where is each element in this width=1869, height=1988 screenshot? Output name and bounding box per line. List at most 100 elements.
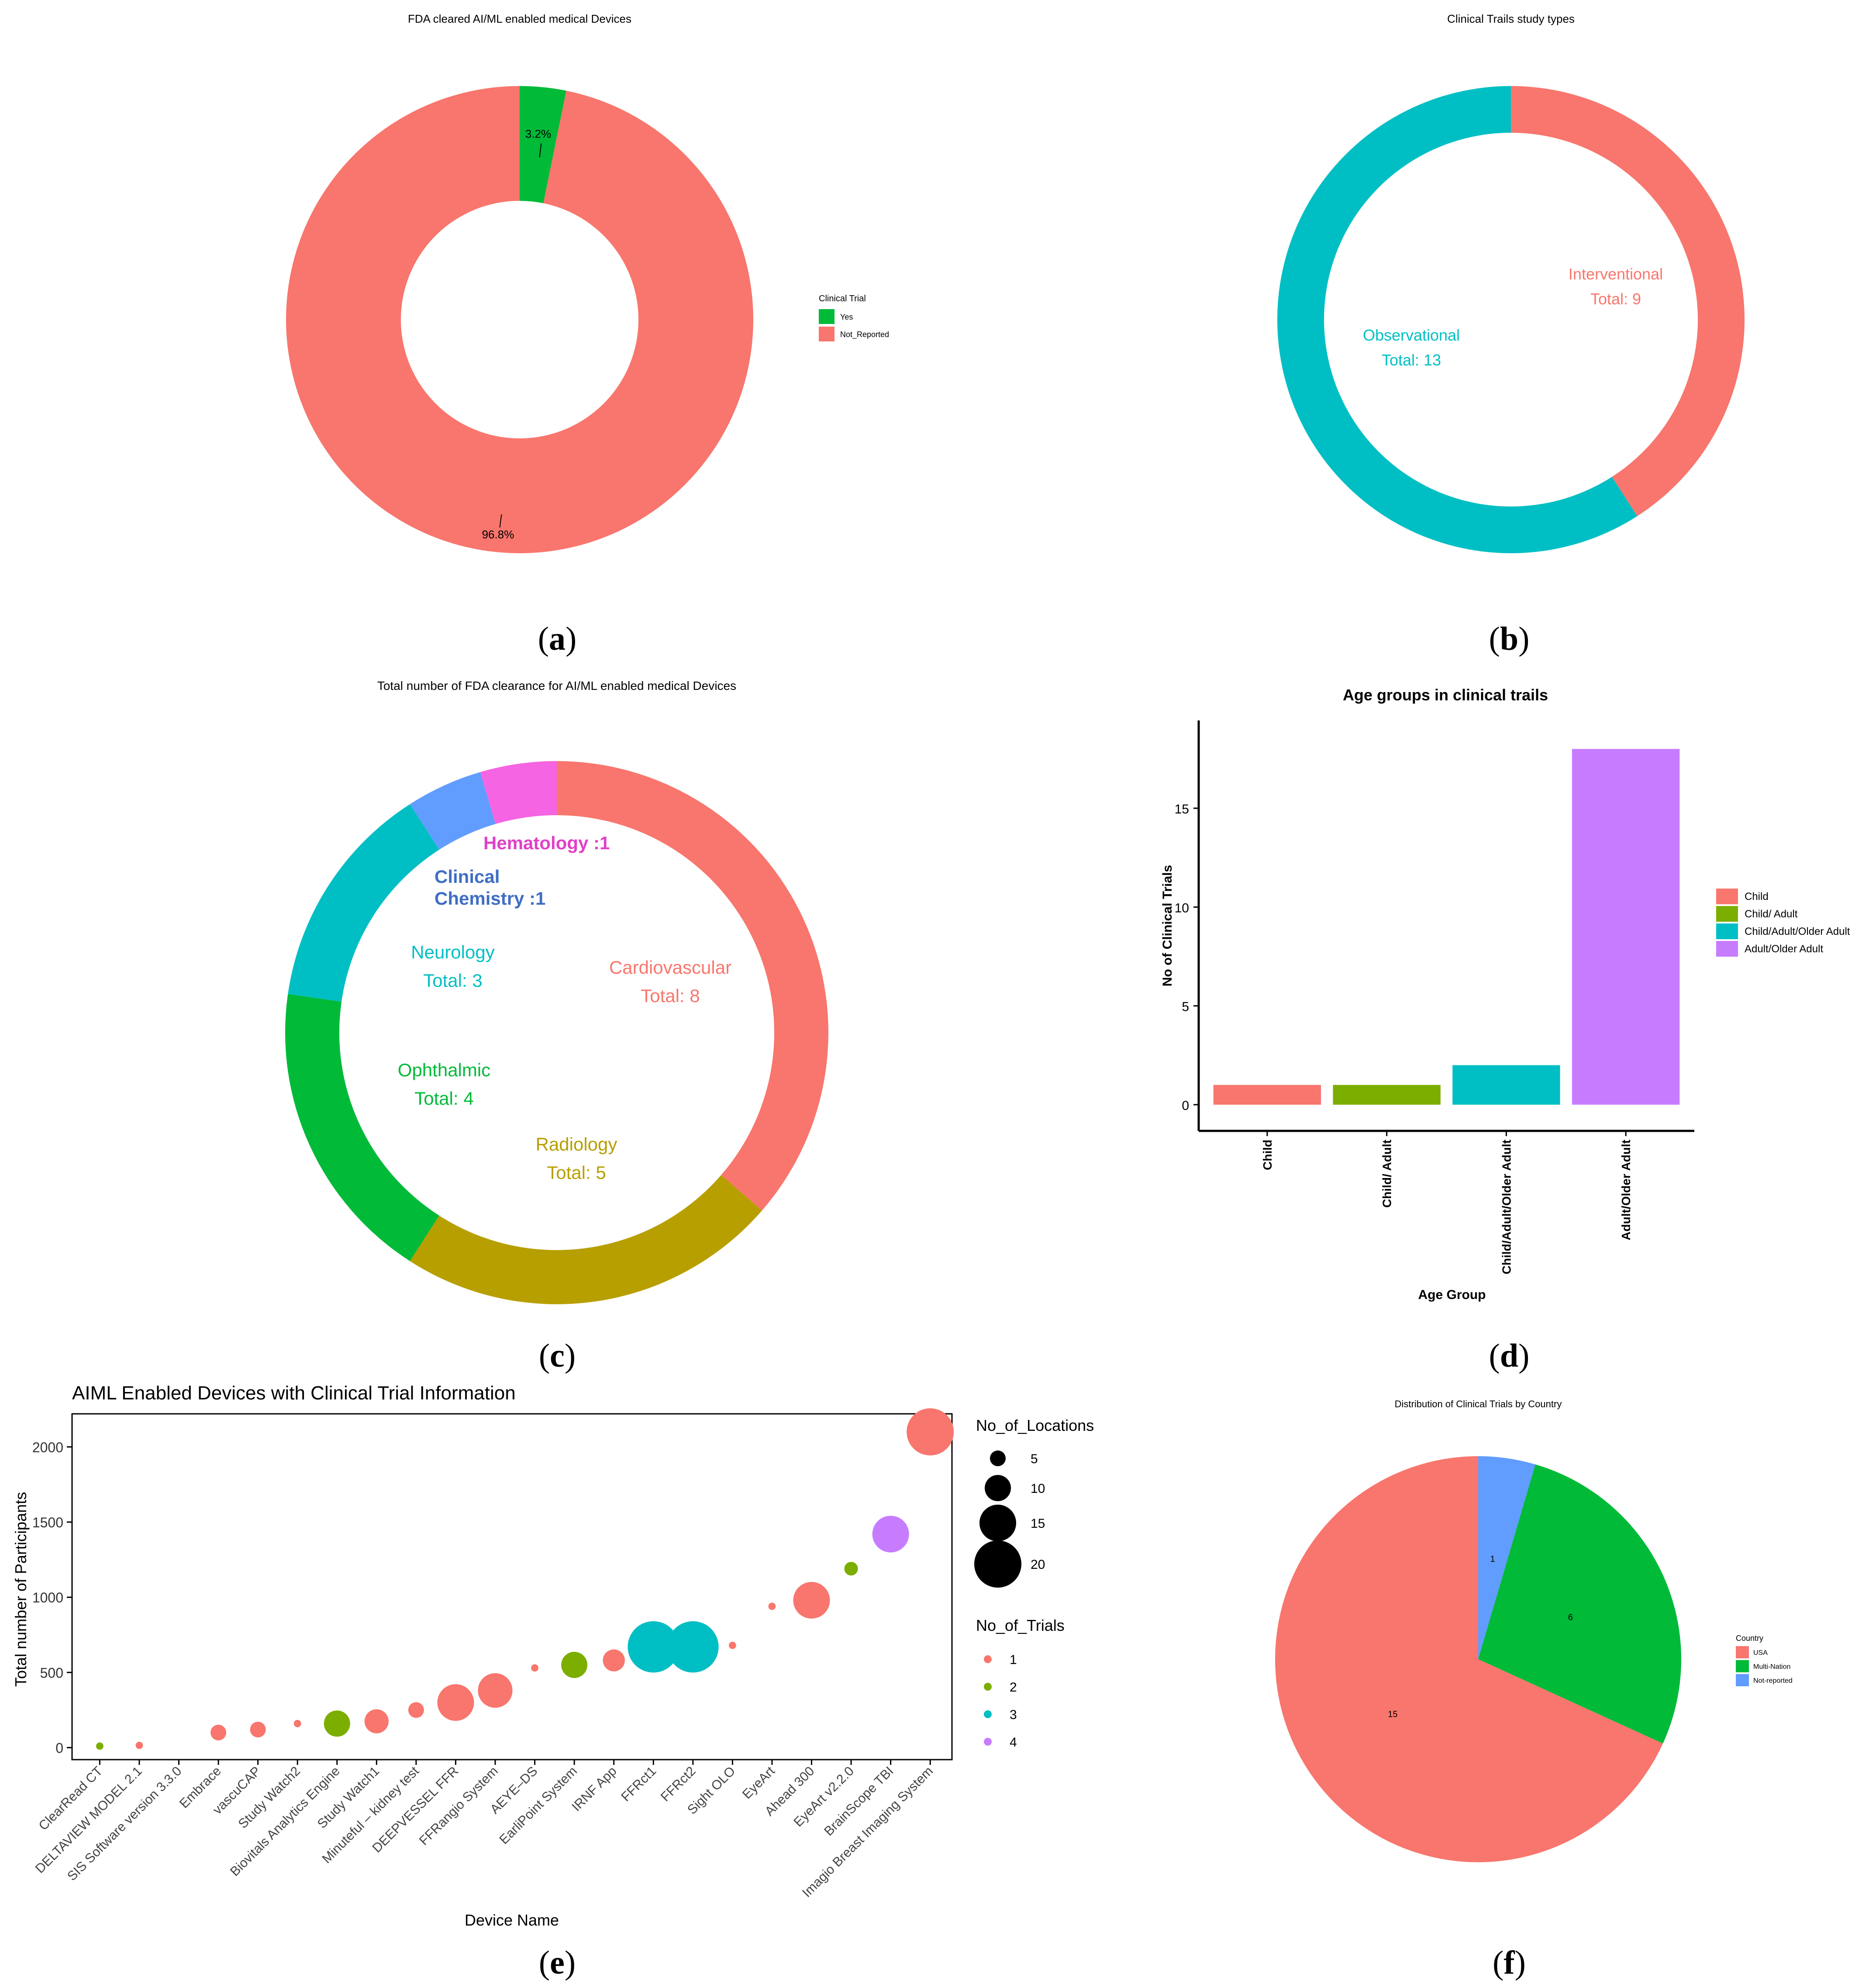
panel-c-donut-chart: Total number of FDA clearance for AI/ML …	[285, 679, 829, 1304]
slice-label-yes: 3.2%	[525, 127, 551, 141]
color-legend-dot	[984, 1655, 992, 1663]
caption-d-letter: d	[1500, 1337, 1518, 1374]
legend-label-yes: Yes	[840, 313, 853, 321]
legend-swatch-child-adult	[1716, 906, 1738, 922]
y-tick-label: 1500	[32, 1515, 63, 1530]
y-tick-label: 15	[1175, 802, 1189, 817]
legend-swatch-adult-older-adult	[1716, 941, 1738, 957]
legend-label-child-adult-older-adult: Child/Adult/Older Adult	[1745, 926, 1850, 937]
caption-f-letter: f	[1503, 1944, 1515, 1981]
slice-interventional	[1511, 86, 1745, 517]
caption-a-letter: a	[549, 620, 566, 657]
point-earlipoint-system	[561, 1652, 588, 1678]
bar-adult-older-adult	[1572, 749, 1680, 1105]
x-tick-label-child-adult-older-adult: Child/Adult/Older Adult	[1500, 1140, 1513, 1274]
chart-title: Clinical Trails study types	[1447, 12, 1575, 25]
legend-swatch-not-reported	[819, 327, 834, 341]
slice-not-reported	[286, 86, 754, 554]
legend: Clinical Trial Yes Not_Reported	[819, 294, 889, 341]
point-eyeart	[768, 1602, 776, 1610]
y-tick-label: 2000	[32, 1440, 63, 1455]
caption-e: (e)	[539, 1944, 576, 1981]
slice-clinical-chemistry	[410, 772, 496, 850]
size-legend-circle	[985, 1475, 1011, 1501]
legend-swatch-child	[1716, 889, 1738, 904]
y-tick-label: 1000	[32, 1590, 63, 1606]
legend: Country USA Multi-Nation Not-reported	[1736, 1634, 1793, 1686]
donut-slices	[286, 86, 754, 554]
legend-label-multi-nation: Multi-Nation	[1753, 1663, 1790, 1671]
size-legend-label: 15	[1031, 1516, 1045, 1531]
color-legend-label: 3	[1010, 1708, 1017, 1722]
point-ffrct1	[628, 1621, 679, 1673]
x-tick-label-earlipoint-system: EarliPoint System	[497, 1764, 580, 1847]
legend-swatch-multi-nation	[1736, 1660, 1749, 1672]
color-legend-label: 1	[1010, 1653, 1017, 1667]
point-brainscope-tbi	[872, 1516, 909, 1553]
pie-slices	[1275, 1456, 1681, 1863]
slice-name-observational: Observational	[1363, 326, 1460, 344]
chart-title: Distribution of Clinical Trials by Count…	[1395, 1399, 1562, 1409]
legend: No_of_Locations 5 10 15 20 No_of_Trials 1 2 3 4	[974, 1416, 1094, 1750]
legend-title: Country	[1736, 1634, 1763, 1643]
slice-label-not-reported: 96.8%	[482, 528, 514, 541]
y-tick-label: 0	[55, 1740, 63, 1756]
slice-observational	[1277, 86, 1638, 554]
point-clearread-ct	[96, 1742, 103, 1750]
slice-yes	[520, 86, 566, 203]
slice-multi-nation	[1478, 1464, 1681, 1744]
x-axis-title: Device Name	[465, 1911, 559, 1929]
legend-swatch-yes	[819, 309, 834, 324]
legend-label-child: Child	[1745, 891, 1769, 903]
panel-a-donut-chart: FDA cleared AI/ML enabled medical Device…	[286, 12, 889, 554]
slice-name-neurology: Neurology	[411, 942, 494, 962]
x-tick-label-child-adult: Child/ Adult	[1380, 1140, 1394, 1208]
legend-swatch-usa	[1736, 1646, 1749, 1658]
plot-area: 0 5 10 15 Child Child/ Adult Child/Adult/Older…	[1160, 720, 1694, 1302]
legend-label-not-reported: Not_Reported	[840, 330, 889, 339]
color-legend-dot	[984, 1738, 992, 1746]
slice-value-multi-nation: 6	[1568, 1612, 1573, 1622]
chart-title: FDA cleared AI/ML enabled medical Device…	[408, 12, 631, 25]
color-legend-dot	[984, 1710, 992, 1718]
size-legend-circle	[979, 1505, 1016, 1541]
slice-not-reported	[1478, 1456, 1536, 1659]
slice-hematology	[480, 761, 557, 824]
point-aeye-ds	[531, 1664, 538, 1672]
slice-neurology	[288, 804, 439, 1002]
legend-swatch-not-reported	[1736, 1674, 1749, 1686]
bar-child-adult	[1333, 1085, 1441, 1105]
color-legend-label: 4	[1010, 1735, 1017, 1750]
slice-name-cardiovascular: Cardiovascular	[609, 957, 731, 978]
caption-f: (f)	[1493, 1944, 1526, 1981]
color-legend-title: No_of_Trials	[976, 1616, 1065, 1634]
x-tick-label-brainscope-tbi: BrainScope TBI	[821, 1764, 897, 1839]
legend: Child Child/ Adult Child/Adult/Older Adult…	[1716, 889, 1850, 957]
slice-value-usa: 15	[1388, 1710, 1397, 1719]
y-tick-label: 5	[1182, 1000, 1189, 1014]
y-tick-label: 10	[1175, 901, 1189, 915]
slice-name-radiology: Radiology	[536, 1134, 617, 1154]
point-minuteful-kidney-test	[408, 1702, 424, 1718]
point-irnf-app	[603, 1649, 625, 1671]
slice-usa	[1275, 1456, 1663, 1863]
panel-d-bar-chart: Age groups in clinical trails 0 5 10 15 Chil…	[1160, 686, 1850, 1302]
donut-slices	[1277, 86, 1745, 554]
size-legend-label: 5	[1031, 1452, 1038, 1466]
slice-total-interventional: Total: 9	[1590, 290, 1641, 308]
donut-slices	[285, 761, 829, 1304]
legend-title: Clinical Trial	[819, 294, 866, 303]
x-axis-title: Age Group	[1418, 1288, 1486, 1302]
caption-b-letter: b	[1500, 620, 1518, 657]
slice-label-clinical-chemistry-line2: Chemistry :1	[434, 888, 545, 909]
slice-name-ophthalmic: Ophthalmic	[398, 1060, 490, 1080]
y-axis-title: Total number of Participants	[12, 1492, 30, 1687]
x-tick-label-ffrct2: FFRct2	[658, 1764, 699, 1805]
size-legend-circle	[974, 1540, 1021, 1588]
caption-a: (a)	[538, 620, 577, 657]
y-tick-label: 500	[40, 1665, 63, 1681]
point-imagio-breast-imaging-system	[907, 1408, 954, 1456]
